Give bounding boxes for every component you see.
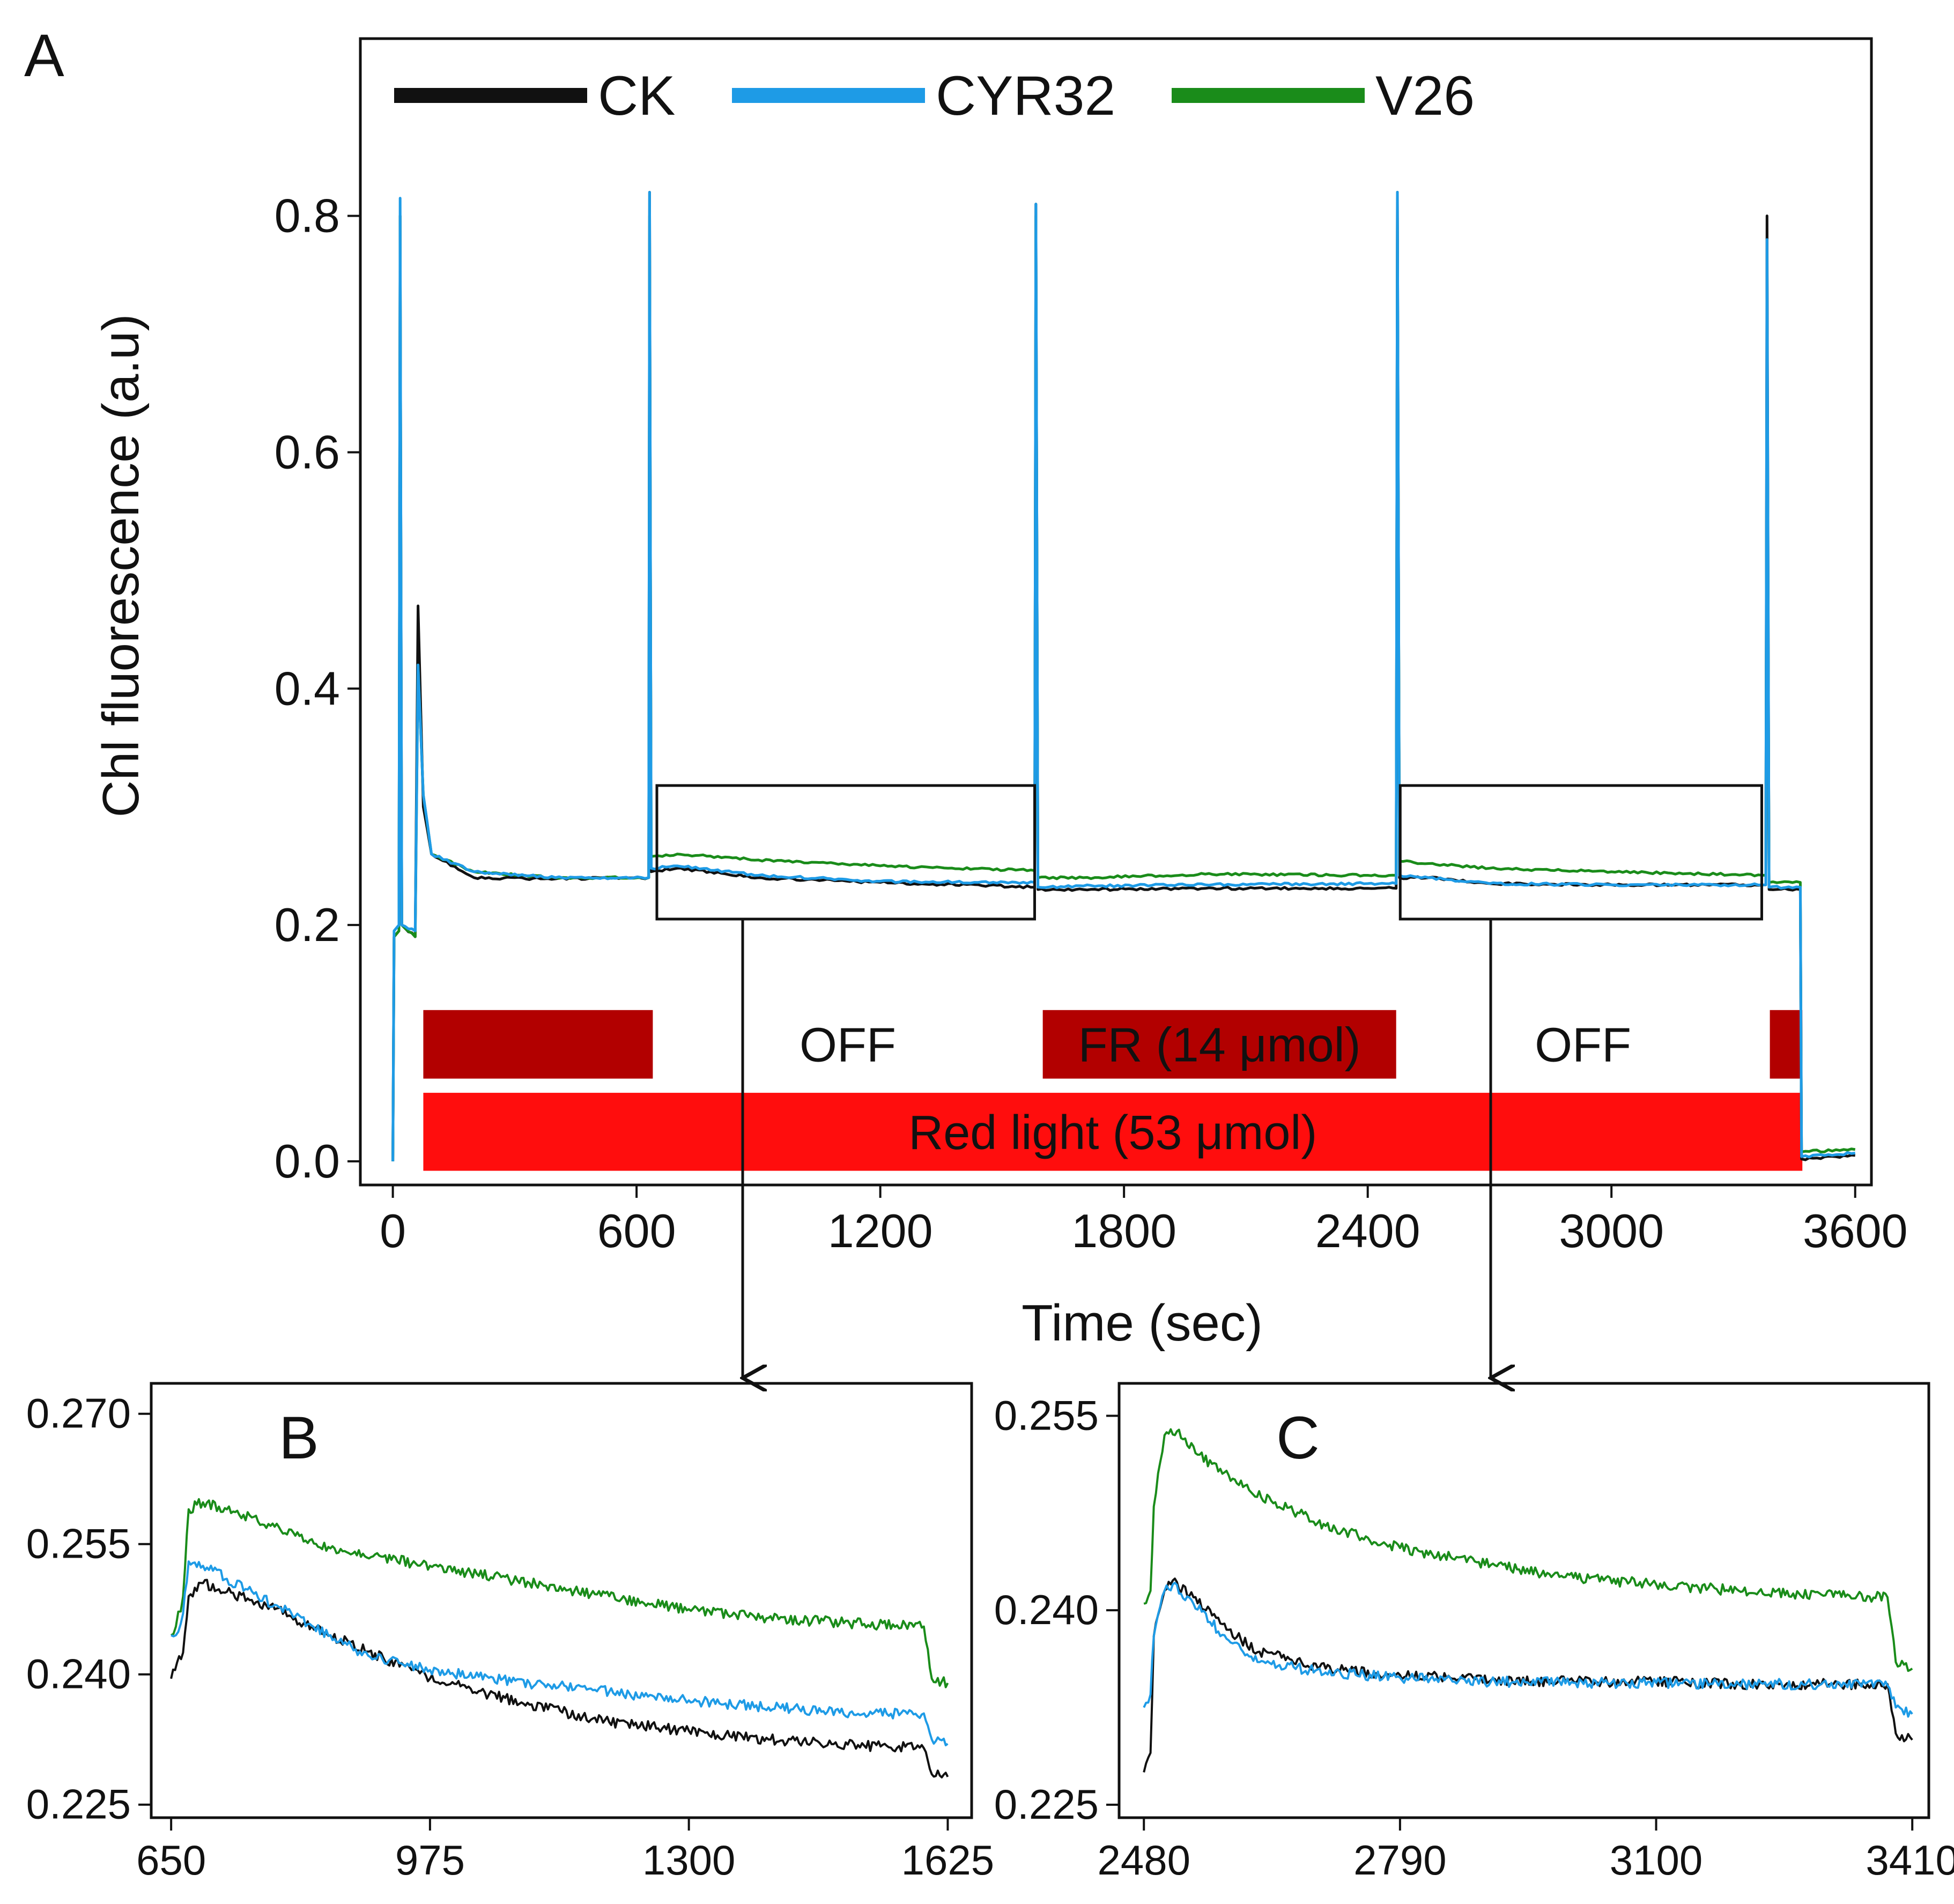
x-tick-label-1625: 1625 [901,1836,995,1884]
y-tick-label-0-2: 0.2 [275,898,340,951]
y-tick-label-0-225: 0.225 [994,1781,1099,1828]
x-tick-label-650: 650 [136,1836,206,1884]
panel-c-chart: 2480 2790 3100 3410 0.225 0.240 0.255 [994,1382,1954,1884]
panel-a-label: A [24,22,64,89]
panel-b-chart: 650 975 1300 1625 0.225 0.240 0.255 0.270 [26,1382,994,1884]
y-tick-label-0-240: 0.240 [26,1650,131,1698]
zoom-box-b [655,784,1036,921]
y-tick-label-0-240: 0.240 [994,1586,1099,1633]
panel-c-label: C [1276,1404,1320,1471]
x-tick-label-3100: 3100 [1610,1836,1703,1884]
x-tick-label-3600: 3600 [1803,1204,1908,1257]
panel-b-ticks: 650 975 1300 1625 0.225 0.240 0.255 0.270 [26,1390,994,1884]
y-tick-label-0-255: 0.255 [994,1391,1099,1439]
panel-a-ticks: 0 600 1200 1800 2400 3000 3600 0.0 0.2 0.4 0.6 0.8 [275,189,1908,1257]
panel-b-label: B [279,1404,319,1471]
x-tick-label-3000: 3000 [1559,1204,1664,1257]
x-tick-label-1800: 1800 [1071,1204,1176,1257]
y-tick-label-0-270: 0.270 [26,1390,131,1437]
panel-a-series [391,191,1856,1161]
y-tick-label-0-6: 0.6 [275,425,340,478]
x-tick-label-0: 0 [380,1204,406,1257]
zoom-arrows [743,919,1491,1378]
x-tick-label-3410: 3410 [1866,1836,1954,1884]
x-axis-title: Time (sec) [1022,1294,1263,1352]
light-bar-dark-red-0 [423,1010,653,1079]
panel-b-series [170,1498,949,1779]
x-tick-label-1300: 1300 [642,1836,736,1884]
x-tick-label-2480: 2480 [1097,1836,1190,1884]
zoom-box-c [1398,784,1763,921]
legend-label-v26: V26 [1375,65,1475,127]
panel-c-frame [1117,1382,1930,1819]
light-bar-fr-14-mol [1042,1010,1396,1079]
series-line-cyr32 [1143,1581,1913,1718]
y-tick-label-0-4: 0.4 [275,662,340,715]
y-tick-label-0-0: 0.0 [275,1135,340,1188]
series-line-cyr32 [171,1560,949,1746]
x-tick-label-975: 975 [395,1836,465,1884]
zoom-boxes [655,784,1763,921]
series-line-v26 [1143,1428,1913,1672]
panel-b-frame [150,1382,973,1819]
light-bar-label-off-3: OFF [1535,1019,1631,1072]
series-line-v26 [171,1498,949,1688]
light-bar-label-fr-14-mol-2: FR (14 μmol) [1078,1019,1361,1072]
series-line-cyr32 [391,191,1856,1161]
light-bar-label-off-1: OFF [800,1019,896,1072]
y-axis-title: Chl fluorescence (a.u) [92,314,150,817]
light-bar-label-red-light-53-mol-5: Red light (53 μmol) [908,1106,1317,1160]
y-tick-label-0-225: 0.225 [26,1781,131,1828]
legend-label-ck: CK [598,65,675,127]
x-tick-label-2400: 2400 [1315,1204,1420,1257]
x-tick-label-1200: 1200 [828,1204,933,1257]
legend: CK CYR32 V26 [394,65,1475,127]
y-tick-label-0-255: 0.255 [26,1520,131,1567]
legend-label-cyr32: CYR32 [936,65,1115,127]
panel-c-series [1143,1428,1913,1773]
light-bar-dark-red-4 [1770,1010,1803,1079]
panel-c-ticks: 2480 2790 3100 3410 0.225 0.240 0.255 [994,1391,1954,1884]
light-bar-red-light-53-mol [423,1093,1803,1171]
x-tick-label-2790: 2790 [1353,1836,1447,1884]
series-line-ck [170,1579,949,1779]
y-tick-label-0-8: 0.8 [275,189,340,242]
x-tick-label-600: 600 [597,1204,676,1257]
panel-a-frame [359,37,1873,1187]
